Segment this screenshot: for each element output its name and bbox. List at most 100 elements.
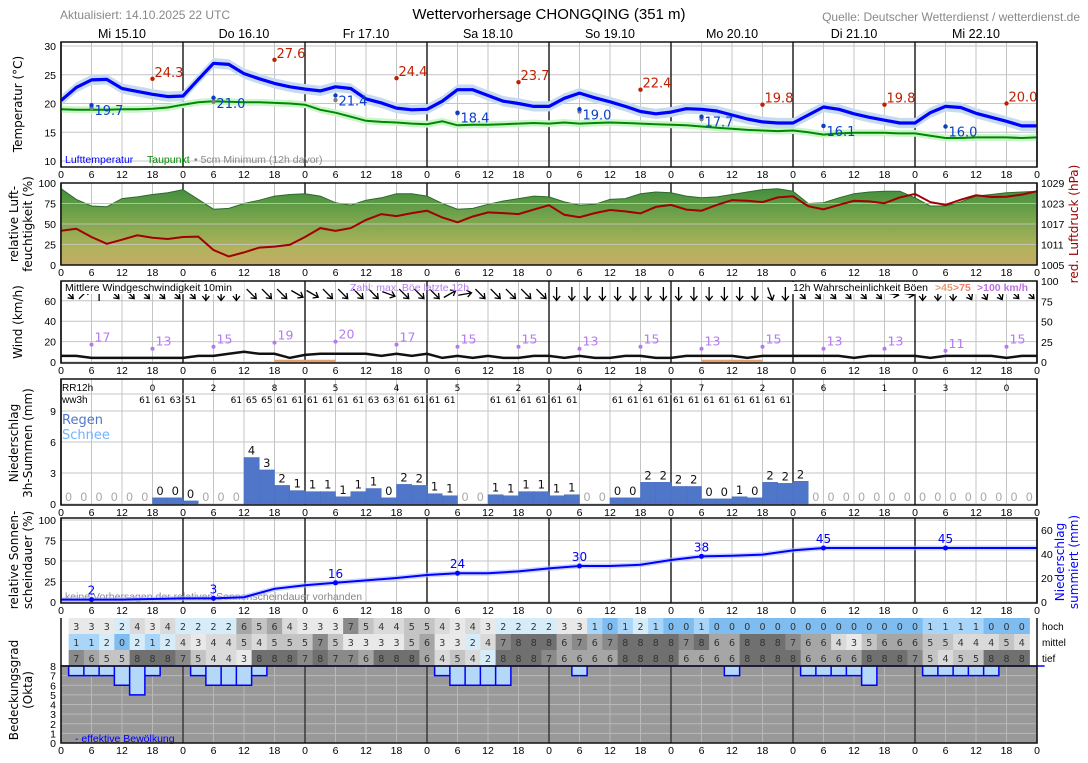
cloud-cell bbox=[907, 650, 924, 666]
rain-bar bbox=[609, 497, 626, 505]
cloud-cell-value: 2 bbox=[119, 622, 125, 633]
x-tick-label: 0 bbox=[790, 169, 796, 181]
rain-bar-label: 0 bbox=[126, 490, 133, 504]
y-tick-label: 6 bbox=[50, 437, 56, 449]
rr12h-label: 2 bbox=[516, 384, 522, 394]
cloud-cell-value: 0 bbox=[790, 622, 796, 633]
cloud-cell bbox=[83, 650, 100, 666]
cloud-cell bbox=[175, 634, 192, 650]
cloud-cell-value: 1 bbox=[149, 638, 155, 649]
y-right-tick-label: 20 bbox=[1041, 573, 1053, 585]
cloud-cell-value: 6 bbox=[805, 638, 811, 649]
cloud-cell-value: 6 bbox=[820, 654, 826, 665]
x-tick-label: 0 bbox=[180, 365, 186, 377]
cloud-cell bbox=[739, 618, 756, 634]
y-tick-label: 3 bbox=[50, 709, 56, 721]
x-tick-label: 12 bbox=[238, 169, 250, 181]
rain-bar bbox=[320, 491, 336, 505]
cloud-cell bbox=[404, 650, 420, 666]
cumulative-precip-label: 2 bbox=[88, 584, 96, 598]
cloud-cell-value: 3 bbox=[439, 638, 445, 649]
x-tick-label: 12 bbox=[848, 267, 860, 279]
cloud-cell bbox=[449, 650, 466, 666]
cloud-cell bbox=[998, 650, 1015, 666]
y-tick-label: 25 bbox=[44, 70, 56, 82]
cloud-cell-value: 6 bbox=[363, 654, 369, 665]
y-right-tick-label: 1029 bbox=[1041, 178, 1065, 190]
rain-bar bbox=[487, 494, 504, 505]
cloud-cell-value: 0 bbox=[714, 622, 720, 633]
cloud-cell-value: 6 bbox=[881, 638, 887, 649]
cloud-cell-value: 3 bbox=[302, 622, 308, 633]
cloud-cell bbox=[800, 618, 817, 634]
updated-timestamp: Aktualisiert: 14.10.2025 22 UTC bbox=[60, 8, 230, 22]
cloud-cell-value: 2 bbox=[500, 622, 506, 633]
cumulative-precip-line bbox=[61, 547, 1037, 601]
rain-bar-label: 0 bbox=[934, 490, 941, 504]
cloud-cell-value: 4 bbox=[988, 638, 994, 649]
cloud-cell-value: 3 bbox=[851, 638, 857, 649]
weather-code-label: 61 bbox=[292, 396, 303, 406]
rain-bar-label: 1 bbox=[355, 478, 362, 492]
cloud-cell bbox=[327, 634, 344, 650]
x-tick-label: 18 bbox=[757, 365, 769, 377]
wind-direction-arrow-icon bbox=[598, 287, 607, 302]
cloud-cell-value: 2 bbox=[470, 638, 476, 649]
cloud-cell-value: 3 bbox=[454, 638, 460, 649]
weather-code-label: 63 bbox=[170, 396, 181, 406]
y-tick-label: 25 bbox=[44, 240, 56, 252]
rain-bar-label: 0 bbox=[80, 490, 87, 504]
cloud-cell-value: 8 bbox=[637, 638, 643, 649]
gust-point bbox=[455, 344, 460, 349]
rain-bar-label: 2 bbox=[278, 471, 285, 485]
x-tick-label: 6 bbox=[943, 169, 949, 181]
x-tick-label: 6 bbox=[333, 365, 339, 377]
cloud-cell-value: 0 bbox=[1003, 622, 1009, 633]
rain-bar-label: 0 bbox=[888, 490, 895, 504]
x-tick-label: 0 bbox=[58, 169, 64, 181]
weather-code-label: 61 bbox=[398, 396, 409, 406]
gust-point bbox=[333, 339, 338, 344]
y-right-tick-label: 50 bbox=[1041, 317, 1053, 329]
cloud-cell bbox=[175, 618, 192, 634]
gust-label: 13 bbox=[583, 334, 599, 349]
rain-bar-label: 0 bbox=[187, 487, 194, 501]
rain-bar-label: 2 bbox=[782, 469, 789, 483]
rain-bar-label: 1 bbox=[294, 477, 301, 491]
cloud-cell bbox=[373, 618, 390, 634]
cloud-cell-value: 6 bbox=[592, 638, 598, 649]
humidity-axis-title-line2: feuchtigkeit (%) bbox=[21, 176, 35, 272]
rr12h-label: 2 bbox=[760, 384, 766, 394]
cloud-cell bbox=[282, 634, 298, 650]
wind-direction-arrow-icon bbox=[583, 287, 592, 302]
cloud-cell-value: 5 bbox=[287, 638, 293, 649]
cloud-cell bbox=[953, 650, 969, 666]
x-tick-label: 6 bbox=[333, 267, 339, 279]
x-tick-label: 12 bbox=[238, 507, 250, 519]
cloud-cell-value: 4 bbox=[439, 622, 445, 633]
minimum-temperature-label: 17.7 bbox=[705, 116, 734, 131]
cloud-cell-value: 1 bbox=[698, 622, 704, 633]
x-tick-label: 0 bbox=[1034, 507, 1040, 519]
weather-code-label: 61 bbox=[322, 396, 333, 406]
x-tick-label: 6 bbox=[943, 605, 949, 617]
rain-bar-label: 0 bbox=[172, 484, 179, 498]
cloud-cell-value: 5 bbox=[271, 638, 277, 649]
cloud-cell bbox=[266, 650, 283, 666]
y-right-tick-label: 25 bbox=[1041, 337, 1053, 349]
cloud-cell bbox=[861, 618, 878, 634]
x-tick-label: 0 bbox=[668, 365, 674, 377]
rain-bar-label: 0 bbox=[827, 490, 834, 504]
rr12h-label: 4 bbox=[577, 384, 583, 394]
cloud-cell-value: 8 bbox=[668, 638, 674, 649]
x-tick-label: 6 bbox=[211, 745, 217, 757]
rain-bar bbox=[167, 497, 184, 505]
cloud-cell bbox=[922, 618, 939, 634]
cloud-cell-value: 8 bbox=[988, 654, 994, 665]
cloud-cell bbox=[1014, 634, 1030, 650]
x-tick-label: 6 bbox=[699, 507, 705, 519]
weather-code-label: 61 bbox=[749, 396, 760, 406]
x-tick-label: 0 bbox=[668, 507, 674, 519]
cloud-cell-value: 0 bbox=[988, 622, 994, 633]
x-tick-label: 0 bbox=[790, 605, 796, 617]
